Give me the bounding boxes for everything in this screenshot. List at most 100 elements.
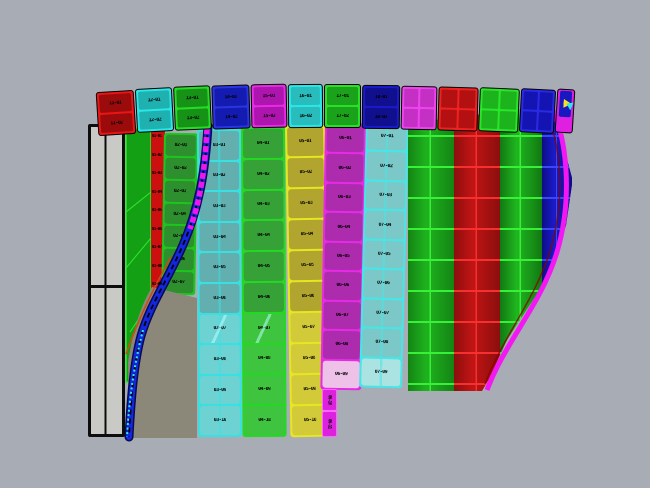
top-band-panel-magenta-curl[interactable] bbox=[554, 88, 576, 134]
top-band-panel-row[interactable]: 14-01 bbox=[214, 87, 247, 107]
facade-panel[interactable]: 03-05 bbox=[199, 253, 240, 283]
hull-strip-green-0[interactable] bbox=[408, 106, 454, 391]
red-strip-label: 01-03 bbox=[152, 171, 162, 175]
panel-id-label: 11-02 bbox=[110, 120, 124, 126]
top-band-panel-row[interactable]: 15-02 bbox=[254, 106, 285, 126]
facade-panel[interactable]: 02-02 bbox=[165, 157, 196, 179]
top-band-panel-row[interactable]: 18-02 bbox=[364, 107, 397, 127]
hull-strip-green-2[interactable] bbox=[500, 106, 542, 391]
facade-panel[interactable]: 04-07 bbox=[243, 313, 285, 343]
hull-strips[interactable] bbox=[408, 106, 573, 391]
top-band-panel-green[interactable]: 13-01 13-02 bbox=[173, 85, 212, 131]
facade-panel[interactable]: 04-05 bbox=[243, 252, 284, 282]
facade-panel[interactable]: 02-07 bbox=[163, 271, 194, 294]
top-band-panel-magenta[interactable]: 15-01 15-02 bbox=[250, 83, 288, 129]
top-band-panel-blue[interactable]: 14-01 14-02 bbox=[211, 84, 251, 130]
top-band-panel-row[interactable]: 13-02 bbox=[177, 108, 209, 128]
facade-column-green-a[interactable]: 02-01 02-02 02-03 02-04 02-05 02-06 02-07 bbox=[161, 132, 198, 296]
grid-cell bbox=[481, 110, 498, 129]
facade-panel[interactable]: 04-08 bbox=[244, 344, 285, 374]
facade-panel[interactable]: 04-01 bbox=[243, 128, 284, 158]
facade-panel[interactable]: 03-03 bbox=[199, 192, 240, 221]
top-band-panel-row[interactable]: 16-01 bbox=[290, 86, 320, 106]
facade-panel[interactable]: 02-05 bbox=[164, 226, 195, 248]
facade-panel[interactable]: 03-04 bbox=[199, 222, 240, 252]
top-band-panel-row[interactable]: 16-02 bbox=[291, 106, 321, 126]
facade-panel[interactable]: 05-03 bbox=[288, 188, 325, 219]
facade-panel[interactable]: 03-02 bbox=[199, 161, 240, 191]
facade-panel[interactable]: 06-05 bbox=[324, 242, 362, 271]
panel-id-label: 05-09 bbox=[303, 386, 316, 393]
facade-panel[interactable]: 02-03 bbox=[164, 180, 196, 202]
hull-strip-red-1[interactable] bbox=[454, 106, 500, 391]
facade-column-green-c[interactable]: 04-01 04-02 04-03 04-04 04-05 04-06 04-07 04-08… bbox=[241, 126, 287, 438]
panel-id-tab[interactable]: 06-10 bbox=[322, 389, 337, 411]
top-band-panel-cyan[interactable]: 16-01 16-02 bbox=[287, 83, 324, 129]
panel-id-label: 06-06 bbox=[336, 283, 349, 289]
hull-strip-blue-3[interactable] bbox=[542, 106, 572, 391]
facade-panel[interactable]: 06-04 bbox=[324, 212, 363, 242]
facade-column-cyan-f[interactable]: 07-01 07-02 07-03 07-04 07-05 07-06 07-07 07-08… bbox=[359, 120, 409, 389]
facade-panel[interactable]: 05-05 bbox=[289, 250, 326, 281]
facade-panel[interactable]: 07-06 bbox=[363, 269, 404, 299]
facade-panel[interactable]: 02-06 bbox=[163, 249, 194, 271]
top-band-panel-row[interactable]: 11-01 bbox=[98, 93, 132, 114]
flat-side-panel[interactable] bbox=[88, 124, 125, 437]
facade-panel[interactable]: 07-05 bbox=[364, 240, 404, 269]
facade-panel[interactable]: 07-08 bbox=[361, 328, 402, 357]
facade-panel[interactable]: 04-03 bbox=[243, 190, 284, 220]
facade-panel[interactable]: 06-06 bbox=[323, 271, 362, 300]
facade-panel[interactable]: 06-09 bbox=[322, 360, 360, 389]
facade-panel[interactable]: 03-10 bbox=[199, 406, 241, 436]
facade-panel[interactable]: 06-07 bbox=[323, 301, 361, 330]
top-band-panel-row[interactable]: 12-01 bbox=[138, 90, 170, 110]
facade-panel[interactable]: 02-01 bbox=[165, 134, 196, 157]
facade-panel[interactable]: 04-06 bbox=[243, 282, 284, 312]
panel-id-label: 13-01 bbox=[185, 95, 199, 101]
top-band-panel-row[interactable]: 13-01 bbox=[176, 88, 208, 108]
top-band-panel-row[interactable]: 12-02 bbox=[139, 110, 171, 130]
panel-id-label: 18-02 bbox=[374, 114, 388, 120]
panel-id-label: 02-01 bbox=[174, 142, 188, 149]
facade-panel[interactable]: 02-04 bbox=[164, 203, 195, 225]
facade-panel[interactable]: 06-08 bbox=[322, 330, 361, 359]
top-band-panel-row[interactable]: 18-01 bbox=[365, 87, 398, 107]
panel-id-tab[interactable]: 06-11 bbox=[322, 411, 337, 437]
facade-panel[interactable]: 07-09 bbox=[361, 357, 401, 387]
panel-id-label: 05-07 bbox=[302, 324, 315, 331]
top-band-panel-red[interactable]: 11-01 11-02 bbox=[95, 89, 137, 137]
facade-panel[interactable]: 07-07 bbox=[362, 299, 403, 328]
facade-panel[interactable]: 03-08 bbox=[199, 345, 240, 374]
facade-column-teal-b[interactable]: 03-01 03-02 03-03 03-04 03-05 03-06 03-07 03-08… bbox=[197, 128, 243, 438]
top-band-panel-blue-dark[interactable]: 18-01 18-02 bbox=[361, 84, 401, 130]
facade-panel[interactable]: 03-09 bbox=[199, 375, 240, 405]
facade-panel[interactable]: 07-02 bbox=[366, 151, 407, 181]
top-band-panel-magenta[interactable] bbox=[400, 85, 438, 131]
top-band-panel-green[interactable] bbox=[478, 87, 520, 133]
top-band-panel-blue[interactable] bbox=[518, 88, 557, 134]
facade-panel[interactable]: 04-09 bbox=[244, 375, 285, 405]
facade-panel[interactable]: 05-06 bbox=[289, 281, 327, 312]
facade-panel[interactable]: 03-01 bbox=[199, 130, 240, 160]
top-band-panel-red[interactable] bbox=[437, 86, 479, 132]
facade-panel[interactable]: 03-07 bbox=[199, 314, 240, 344]
facade-panel[interactable]: 06-02 bbox=[325, 154, 364, 183]
top-band-panel-row[interactable]: 15-01 bbox=[253, 86, 284, 106]
facade-panel[interactable]: 05-04 bbox=[288, 219, 326, 250]
top-band-panel-row[interactable]: 17-01 bbox=[327, 87, 358, 105]
top-band-panel-green[interactable]: 17-01 17-02 bbox=[324, 84, 361, 128]
facade-panel[interactable]: 07-03 bbox=[365, 181, 406, 210]
top-band-panel-row[interactable]: 11-02 bbox=[100, 112, 134, 133]
facade-panel[interactable]: 04-02 bbox=[243, 159, 284, 189]
facade-panel[interactable]: 05-01 bbox=[287, 126, 324, 157]
facade-panel[interactable]: 05-02 bbox=[287, 157, 325, 188]
top-band-panel-row[interactable]: 14-02 bbox=[215, 107, 248, 127]
top-band-panel-row[interactable]: 17-02 bbox=[327, 107, 358, 125]
facade-panel[interactable]: 07-04 bbox=[364, 210, 405, 240]
top-band-panel-cyan[interactable]: 12-01 12-02 bbox=[134, 87, 175, 133]
facade-panel[interactable]: 03-06 bbox=[199, 283, 240, 313]
facade-panel[interactable]: 06-03 bbox=[325, 183, 363, 212]
facade-panel[interactable]: 04-04 bbox=[243, 221, 284, 251]
facade-panel[interactable]: 04-10 bbox=[244, 406, 285, 436]
